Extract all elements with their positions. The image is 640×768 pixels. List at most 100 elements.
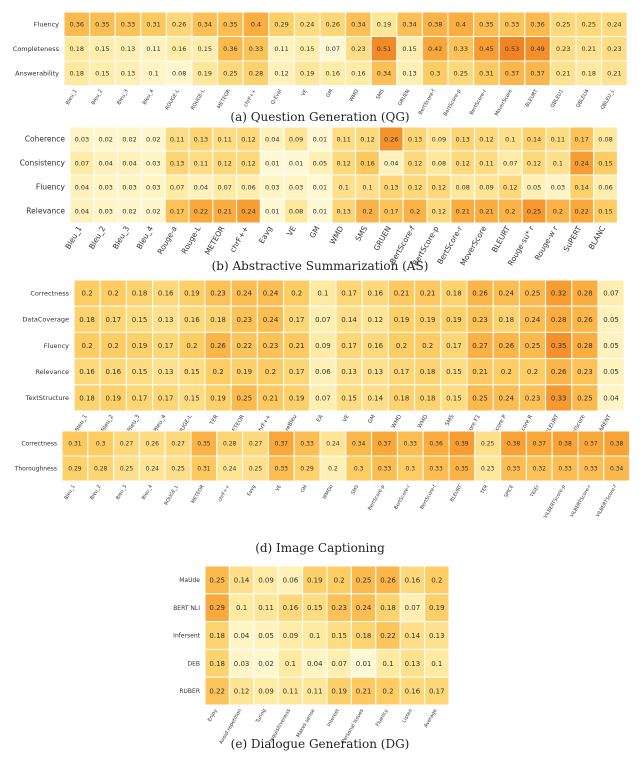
- cell-value-label: 0.3: [354, 466, 364, 473]
- heatmap-cell: [571, 331, 599, 360]
- cell-value-label: 0.2: [213, 368, 224, 376]
- cell-value-label: 0.17: [158, 342, 174, 350]
- cell-value-label: 0.18: [132, 290, 148, 298]
- cell-value-label: 0.04: [603, 394, 619, 402]
- cell-value-label: 0.25: [171, 466, 185, 473]
- cell-value-label: 0.29: [209, 604, 225, 612]
- cell-value-label: 0.07: [603, 290, 619, 298]
- cell-value-label: 0.04: [122, 159, 136, 167]
- heatmap-cell: [440, 279, 468, 307]
- heatmap-cell: [466, 358, 494, 386]
- cell-value-label: 0.2: [82, 342, 93, 350]
- cell-value-label: 0.08: [598, 135, 612, 143]
- cell-value-label: 0.38: [428, 21, 442, 29]
- cell-value-label: 0.37: [530, 70, 544, 78]
- column-label: Enjoy: [207, 708, 219, 723]
- heatmap-cell: [268, 60, 295, 86]
- heatmap-cell: [293, 430, 321, 457]
- heatmap-cell: [545, 331, 573, 360]
- cell-value-label: 0.06: [283, 576, 299, 584]
- heatmap-cell: [204, 565, 230, 595]
- cell-value-label: 0.33: [404, 441, 418, 448]
- column-label: SMS: [350, 484, 360, 496]
- column-label: Rouge-a: [156, 225, 179, 256]
- cell-value-label: 0.23: [263, 342, 279, 350]
- cell-value-label: 0.05: [603, 368, 619, 376]
- cell-value-label: 0.19: [237, 368, 253, 376]
- row-label: MaUde: [179, 577, 200, 584]
- cell-value-label: 0.03: [265, 183, 279, 191]
- heatmap-cell: [228, 565, 255, 595]
- cell-value-label: 0.4: [456, 21, 466, 29]
- column-label: ROUGE-L: [164, 88, 181, 111]
- cell-value-label: 0.12: [432, 207, 446, 215]
- cell-value-label: 0.13: [194, 135, 208, 143]
- cell-value-label: 0.16: [172, 45, 186, 53]
- cell-value-label: 0.19: [106, 394, 122, 402]
- caption: (a) Question Generation (QG): [230, 110, 409, 124]
- cell-value-label: 0.33: [300, 441, 314, 448]
- cell-value-label: 0.12: [368, 316, 384, 324]
- heatmap-cell: [603, 455, 631, 482]
- heatmap-cell: [345, 60, 372, 86]
- cell-value-label: 0.12: [217, 159, 231, 167]
- heatmap-cell: [191, 11, 219, 37]
- cell-value-label: 0.21: [582, 45, 596, 53]
- cell-value-label: 0.2: [501, 368, 512, 376]
- heatmap-cell: [125, 331, 154, 360]
- caption: (b) Abstractive Summarization (AS): [212, 259, 429, 273]
- heatmap-cell: [63, 60, 91, 86]
- heatmap-cell: [230, 331, 258, 360]
- cell-value-label: 0.35: [479, 21, 493, 29]
- heatmap-cell: [190, 430, 218, 457]
- column-label: Interest: [326, 708, 341, 728]
- column-label: ROUGE-L: [190, 88, 207, 111]
- heatmap-cell: [375, 593, 401, 623]
- column-label: chrF++: [228, 225, 250, 254]
- heatmap-cell: [370, 60, 398, 86]
- cell-value-label: 0.23: [481, 466, 495, 473]
- cell-value-label: 0.2: [410, 207, 420, 215]
- cell-value-label: 0.07: [315, 394, 331, 402]
- heatmap-cell: [165, 36, 193, 62]
- heatmap-cell: [424, 621, 450, 650]
- column-label: SPICE: [503, 484, 515, 499]
- column-label: BLANC: [587, 225, 608, 252]
- heatmap-1: Coherence Consistency Fluency Relevance 0.03…: [20, 126, 618, 273]
- column-label: QBLEU1: [550, 89, 565, 109]
- cell-value-label: 0.18: [356, 632, 372, 640]
- heatmap-cell: [253, 676, 279, 706]
- heatmap-cell: [335, 305, 363, 333]
- heatmap-cell: [440, 305, 468, 333]
- column-label: TER: [209, 414, 220, 427]
- cell-value-label: 0.12: [241, 159, 255, 167]
- cell-value-label: 0.21: [263, 394, 279, 402]
- cell-value-label: 0.05: [527, 183, 541, 191]
- heatmap-cell: [204, 305, 232, 333]
- cell-value-label: 0.31: [479, 70, 493, 78]
- cell-value-label: 0.21: [455, 207, 469, 215]
- cell-value-label: 0.29: [300, 466, 314, 473]
- cell-value-label: 0.15: [331, 632, 347, 640]
- cell-value-label: 0.07: [170, 183, 184, 191]
- cell-value-label: 0.24: [607, 21, 621, 29]
- cell-value-label: 0.25: [582, 21, 596, 29]
- column-label: VE: [285, 224, 298, 237]
- heatmap-cell: [473, 60, 500, 86]
- cell-value-label: 0.26: [146, 441, 160, 448]
- cell-value-label: 0.21: [607, 70, 621, 78]
- heatmap-cell: [448, 430, 476, 457]
- column-label: VE: [342, 414, 351, 424]
- cell-value-label: 0.02: [122, 135, 136, 143]
- cell-value-label: 0.19: [394, 316, 410, 324]
- heatmap-0: Fluency Completeness Answerability 0.36 0.35…: [13, 11, 628, 124]
- cell-value-label: 0.14: [574, 183, 588, 191]
- cell-value-label: 0.1: [505, 135, 515, 143]
- cell-value-label: 0.36: [70, 21, 84, 29]
- cell-value-label: 0.12: [503, 183, 517, 191]
- heatmap-cell: [492, 305, 520, 333]
- cell-value-label: 0.12: [234, 688, 250, 696]
- cell-value-label: 0.32: [533, 466, 547, 473]
- cell-value-label: 0.38: [610, 441, 624, 448]
